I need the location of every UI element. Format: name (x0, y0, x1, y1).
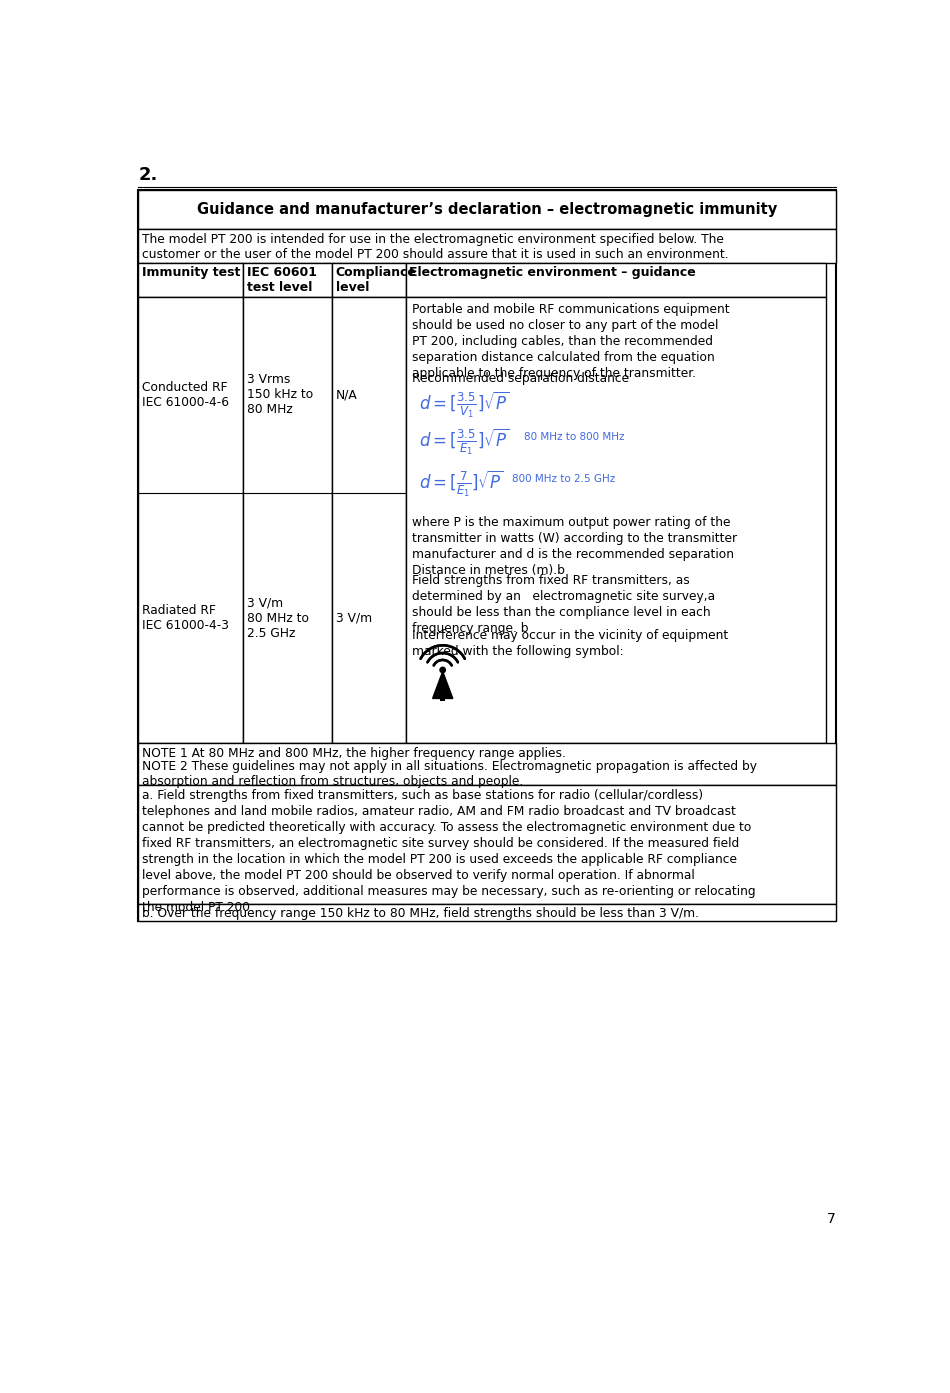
Bar (138, 191, 836, 228)
Text: Interference may occur in the vicinity of equipment
marked with the following sy: Interference may occur in the vicinity o… (411, 630, 728, 657)
Text: Immunity test: Immunity test (142, 266, 240, 280)
Text: 800 MHz to 2.5 GHz: 800 MHz to 2.5 GHz (512, 475, 616, 485)
Text: Recommended separation distance: Recommended separation distance (411, 372, 629, 384)
Bar (332, 263, 406, 297)
Text: 80 MHz to 800 MHz: 80 MHz to 800 MHz (524, 432, 624, 442)
Text: Compliance
level: Compliance level (335, 266, 417, 294)
Text: N/A: N/A (335, 389, 357, 401)
Text: NOTE 1 At 80 MHz and 800 MHz, the higher frequency range applies.: NOTE 1 At 80 MHz and 800 MHz, the higher… (142, 747, 566, 761)
Text: IEC 60601
test level: IEC 60601 test level (247, 266, 316, 294)
Bar (138, 904, 836, 921)
Circle shape (440, 667, 446, 673)
Bar (138, 191, 836, 921)
Text: 7: 7 (826, 1212, 836, 1226)
Text: $d = [\frac{7}{E_1}]\sqrt{P}$: $d = [\frac{7}{E_1}]\sqrt{P}$ (420, 468, 504, 499)
Text: The model PT 200 is intended for use in the electromagnetic environment specifie: The model PT 200 is intended for use in … (142, 233, 729, 260)
Bar (138, 784, 836, 904)
Text: 3 V/m
80 MHz to
2.5 GHz: 3 V/m 80 MHz to 2.5 GHz (247, 596, 309, 639)
Text: Radiated RF
IEC 61000-4-3: Radiated RF IEC 61000-4-3 (142, 605, 229, 632)
Bar (406, 263, 826, 297)
Polygon shape (432, 671, 453, 698)
Text: 2.: 2. (138, 166, 158, 184)
Text: $d = [\frac{3.5}{E_1}]\sqrt{P}$: $d = [\frac{3.5}{E_1}]\sqrt{P}$ (420, 426, 510, 457)
Bar (138, 742, 836, 784)
Text: 3 V/m: 3 V/m (335, 612, 371, 624)
Text: Field strengths from fixed RF transmitters, as
determined by an   electromagneti: Field strengths from fixed RF transmitte… (411, 574, 714, 635)
Bar (138, 263, 243, 297)
Text: Conducted RF
IEC 61000-4-6: Conducted RF IEC 61000-4-6 (142, 380, 229, 408)
Text: NOTE 2 These guidelines may not apply in all situations. Electromagnetic propaga: NOTE 2 These guidelines may not apply in… (142, 761, 757, 788)
Bar (441, 696, 445, 701)
Text: 3 Vrms
150 kHz to
80 MHz: 3 Vrms 150 kHz to 80 MHz (247, 373, 313, 417)
Bar (406, 297, 826, 742)
Bar (138, 297, 243, 742)
Bar (243, 297, 332, 742)
Text: a. Field strengths from fixed transmitters, such as base stations for radio (cel: a. Field strengths from fixed transmitte… (142, 788, 755, 914)
Bar (243, 263, 332, 297)
Text: Electromagnetic environment – guidance: Electromagnetic environment – guidance (409, 266, 696, 280)
Text: Guidance and manufacturer’s declaration – electromagnetic immunity: Guidance and manufacturer’s declaration … (197, 202, 777, 217)
Bar (332, 297, 406, 742)
Text: where P is the maximum output power rating of the
transmitter in watts (W) accor: where P is the maximum output power rati… (411, 515, 737, 577)
Bar (138, 228, 836, 263)
Text: b. Over the frequency range 150 kHz to 80 MHz, field strengths should be less th: b. Over the frequency range 150 kHz to 8… (142, 907, 699, 921)
Text: $d = [\frac{3.5}{V_1}]\sqrt{P}$: $d = [\frac{3.5}{V_1}]\sqrt{P}$ (420, 389, 510, 419)
Text: Portable and mobile RF communications equipment
should be used no closer to any : Portable and mobile RF communications eq… (411, 302, 730, 380)
